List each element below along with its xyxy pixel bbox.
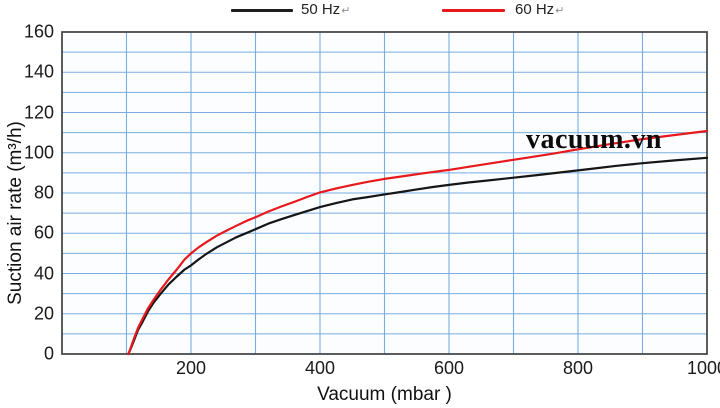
y-tick-label: 20	[33, 303, 54, 324]
return-mark-icon: ↵	[341, 5, 351, 17]
watermark-text: vacuum.vn	[526, 124, 662, 155]
y-tick-label: 100	[23, 142, 54, 163]
legend-swatch-50hz	[231, 9, 293, 12]
y-tick-label: 60	[33, 222, 54, 243]
y-tick-label: 160	[23, 21, 54, 42]
y-tick-label: 80	[33, 182, 54, 203]
y-tick-label: 0	[43, 343, 54, 364]
x-tick-label: 400	[304, 358, 336, 378]
x-tick-label: 800	[562, 358, 594, 378]
return-mark-icon: ↵	[555, 5, 565, 17]
y-tick-label: 120	[23, 102, 54, 122]
legend-swatch-60hz	[442, 9, 505, 12]
legend-label-60hz: 60 Hz↵	[515, 1, 565, 18]
series-line-1	[127, 129, 709, 356]
y-tick-label: 40	[33, 263, 54, 283]
x-tick-label: 200	[175, 358, 207, 378]
x-axis-title: Vacuum (mbar )	[317, 384, 452, 405]
legend-label-50hz: 50 Hz↵	[301, 1, 351, 18]
series-line-0	[127, 156, 709, 356]
y-tick-label: 140	[23, 61, 54, 82]
x-tick-label: 600	[433, 358, 465, 378]
